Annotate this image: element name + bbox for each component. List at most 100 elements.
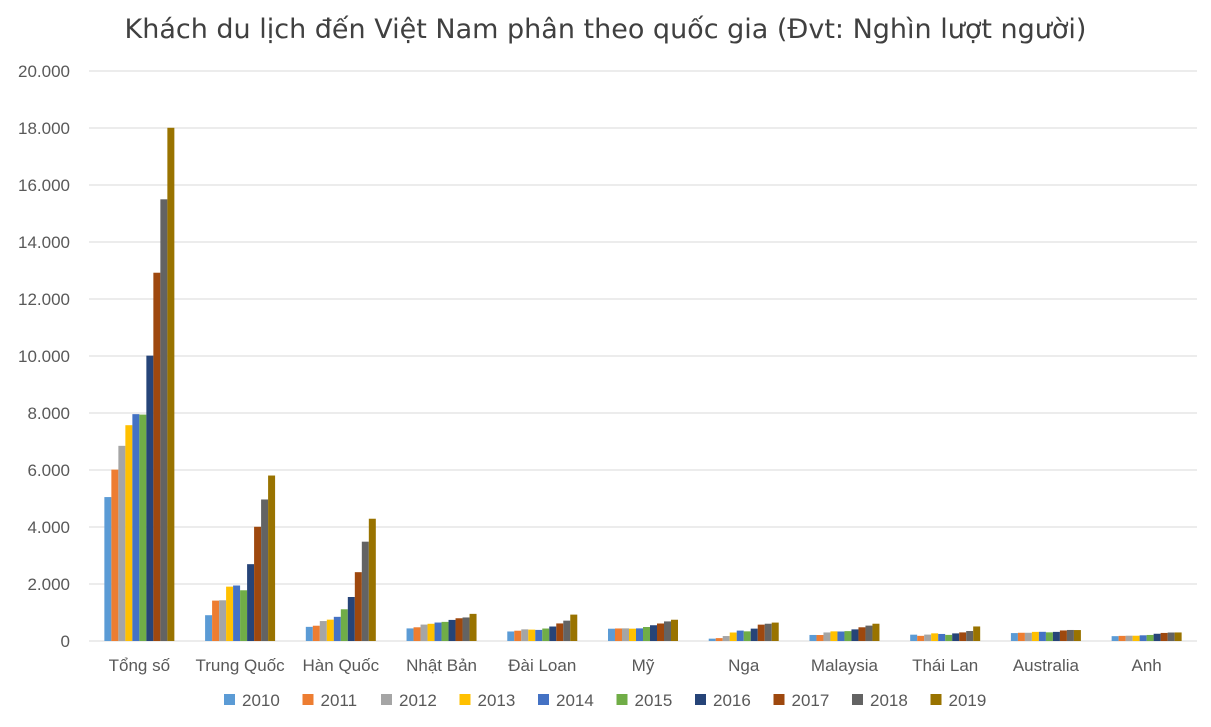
bar-2010 xyxy=(406,628,414,641)
bar-2018 xyxy=(462,617,470,641)
bar-2015 xyxy=(542,628,550,641)
bar-2018 xyxy=(563,620,571,641)
x-tick-label: Đài Loan xyxy=(508,656,576,675)
bar-2012 xyxy=(823,632,831,641)
x-tick-label: Malaysia xyxy=(811,656,879,675)
bar-2017 xyxy=(153,272,161,641)
legend-swatch xyxy=(616,694,628,705)
y-tick-label: 16.000 xyxy=(18,176,70,195)
bar-2010 xyxy=(1010,633,1018,641)
bar-2014 xyxy=(636,628,643,641)
bar-2013 xyxy=(1132,635,1140,641)
bar-2019 xyxy=(268,475,276,641)
bar-2014 xyxy=(1139,635,1147,641)
bar-2016 xyxy=(851,629,859,641)
bar-2017 xyxy=(455,618,463,641)
x-tick-label: Trung Quốc xyxy=(196,656,286,675)
bars xyxy=(104,127,1182,642)
bar-2012 xyxy=(1125,635,1133,641)
legend-swatch xyxy=(224,694,235,705)
bar-2019 xyxy=(872,623,880,641)
y-tick-label: 0 xyxy=(61,632,70,651)
bar-2011 xyxy=(312,625,320,641)
bar-2015 xyxy=(643,627,650,641)
bar-2012 xyxy=(924,634,932,641)
bar-2011 xyxy=(816,635,824,641)
legend-label: 2018 xyxy=(870,691,908,710)
bar-2014 xyxy=(132,414,140,641)
bar-2017 xyxy=(556,623,564,641)
bar-2019 xyxy=(469,613,477,641)
bar-2012 xyxy=(722,636,730,641)
bar-2013 xyxy=(427,623,435,641)
bar-2013 xyxy=(1031,631,1039,641)
bar-2019 xyxy=(771,622,779,641)
bar-2016 xyxy=(952,633,960,641)
bar-2019 xyxy=(167,127,175,642)
bar-2013 xyxy=(931,633,939,641)
legend-label: 2012 xyxy=(399,691,437,710)
bar-2010 xyxy=(608,628,615,641)
bar-2013 xyxy=(226,586,234,641)
bar-2015 xyxy=(945,634,953,641)
y-tick-label: 18.000 xyxy=(18,119,70,138)
bar-2014 xyxy=(434,622,442,641)
bar-2013 xyxy=(629,628,636,641)
bar-2018 xyxy=(1167,632,1175,641)
bar-2015 xyxy=(340,609,348,641)
bar-2015 xyxy=(844,631,852,641)
bar-2016 xyxy=(448,619,456,641)
bar-2016 xyxy=(146,355,154,641)
bar-2013 xyxy=(528,629,536,641)
bar-2012 xyxy=(521,629,529,641)
bar-2019 xyxy=(1174,632,1182,641)
bar-2012 xyxy=(118,445,126,641)
y-tick-label: 2.000 xyxy=(27,575,70,594)
bar-2011 xyxy=(917,635,925,641)
bar-2016 xyxy=(650,625,657,641)
bar-2010 xyxy=(205,615,213,641)
x-tick-label: Thái Lan xyxy=(912,656,978,675)
y-tick-label: 20.000 xyxy=(18,62,70,81)
bar-2015 xyxy=(1045,632,1053,641)
bar-2010 xyxy=(809,634,817,641)
legend-swatch xyxy=(773,694,785,705)
bar-2011 xyxy=(715,638,723,641)
bar-2019 xyxy=(1073,630,1081,641)
legend: 2010 2011 2012 2013 2014 2015 2016 2017 2018 2019 xyxy=(224,691,986,710)
bar-2010 xyxy=(305,626,313,641)
x-axis-ticks: Tổng số Trung Quốc Hàn Quốc Nhật Bản Đài Loa… xyxy=(109,656,1162,675)
bar-2018 xyxy=(361,541,369,641)
legend-label: 2013 xyxy=(478,691,516,710)
legend-label: 2016 xyxy=(713,691,751,710)
bar-2016 xyxy=(1052,631,1060,641)
x-tick-label: Tổng số xyxy=(109,656,171,675)
legend-swatch xyxy=(538,694,549,705)
bar-2019 xyxy=(368,518,376,641)
bar-2017 xyxy=(354,572,362,641)
legend-label: 2011 xyxy=(321,691,358,710)
bar-2010 xyxy=(104,497,112,641)
bar-2010 xyxy=(910,634,918,641)
bar-2019 xyxy=(671,619,678,641)
legend-label: 2015 xyxy=(635,691,673,710)
bar-2010 xyxy=(1111,636,1119,641)
x-tick-label: Mỹ xyxy=(632,656,655,675)
bar-2017 xyxy=(657,623,664,641)
y-tick-label: 12.000 xyxy=(18,290,70,309)
bar-2011 xyxy=(615,628,622,641)
bar-2011 xyxy=(514,630,522,641)
bar-2014 xyxy=(233,585,241,641)
x-tick-label: Nhật Bản xyxy=(406,656,477,675)
bar-2016 xyxy=(247,564,255,641)
bar-2011 xyxy=(111,469,119,641)
bar-2010 xyxy=(708,638,716,641)
legend-swatch xyxy=(695,694,706,705)
bar-2019 xyxy=(973,626,981,641)
bar-2017 xyxy=(858,627,866,641)
bar-2015 xyxy=(1146,634,1154,641)
bar-2012 xyxy=(1024,632,1032,641)
y-tick-label: 6.000 xyxy=(27,461,70,480)
